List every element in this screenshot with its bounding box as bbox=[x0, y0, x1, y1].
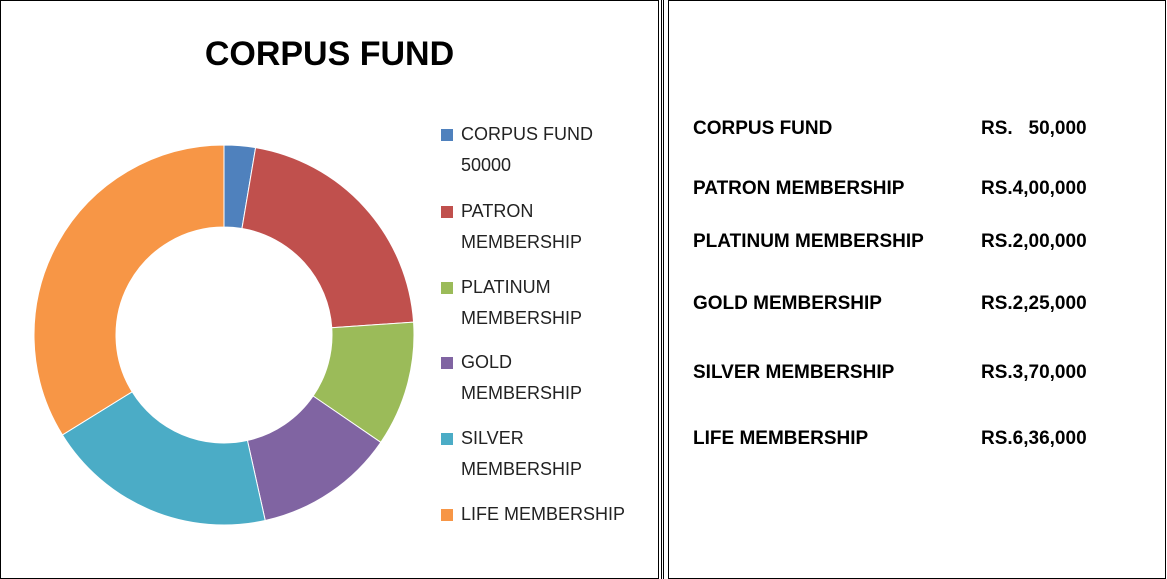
chart-title: CORPUS FUND bbox=[204, 35, 455, 73]
chart bbox=[33, 144, 415, 526]
legend-swatch bbox=[441, 433, 453, 445]
fund-name: SILVER MEMBERSHIP bbox=[693, 362, 895, 383]
fund-name: PATRON MEMBERSHIP bbox=[693, 178, 905, 199]
fund-amount: RS. 50,000 bbox=[981, 118, 1087, 139]
fund-amount: RS.6,36,000 bbox=[981, 428, 1087, 449]
donut-slice bbox=[241, 147, 415, 329]
donut-slice bbox=[61, 391, 266, 526]
legend-swatch bbox=[441, 357, 453, 369]
fund-amount: RS.2,00,000 bbox=[981, 231, 1087, 252]
fund-amount: RS.2,25,000 bbox=[981, 293, 1087, 314]
fund-list: CORPUS FUND RS. 50,000 PATRON MEMBERSHIP RS… bbox=[668, 0, 1166, 579]
legend-swatch bbox=[441, 282, 453, 294]
fund-name: GOLD MEMBERSHIP bbox=[693, 293, 882, 314]
fund-amount: RS.4,00,000 bbox=[981, 178, 1087, 199]
legend-swatch bbox=[441, 129, 453, 141]
fund-amount: RS.3,70,000 bbox=[981, 362, 1087, 383]
legend-swatch bbox=[441, 206, 453, 218]
chart-panel: CORPUS FUND CORPUS FUND 50000 PATRON MEMB… bbox=[0, 0, 659, 579]
legend-label: LIFE MEMBERSHIP bbox=[461, 504, 626, 524]
fund-name: PLATINUM MEMBERSHIP bbox=[693, 231, 924, 252]
separator bbox=[661, 0, 664, 579]
fund-name: LIFE MEMBERSHIP bbox=[693, 428, 869, 449]
legend-label: CORPUS FUND 50000 bbox=[461, 124, 594, 175]
legend-label: GOLD MEMBERSHIP bbox=[461, 352, 583, 403]
donut-slice bbox=[33, 144, 225, 436]
legend-label: SILVER MEMBERSHIP bbox=[461, 428, 583, 479]
fund-name: CORPUS FUND bbox=[693, 118, 833, 139]
legend-swatch bbox=[441, 509, 453, 521]
legend-label: PLATINUM MEMBERSHIP bbox=[461, 277, 583, 328]
legend-label: PATRON MEMBERSHIP bbox=[461, 201, 583, 252]
